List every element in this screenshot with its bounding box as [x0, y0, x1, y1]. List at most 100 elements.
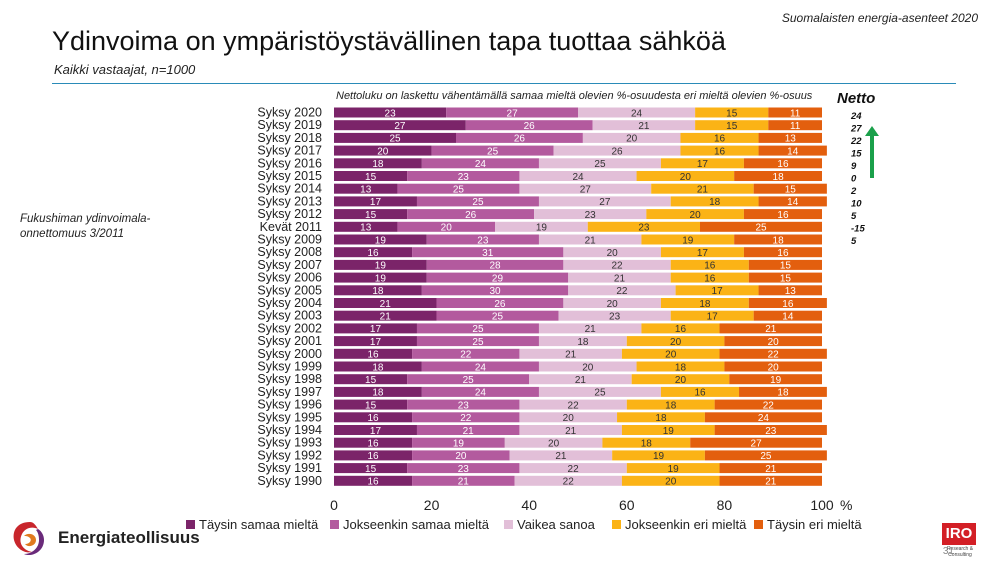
data-label: 18 [777, 388, 789, 399]
data-label: 25 [472, 337, 484, 348]
bar-segment [753, 310, 822, 321]
bar-segment [626, 399, 715, 410]
bar-segment [670, 310, 754, 321]
data-label: 14 [787, 197, 799, 208]
legend-label: Jokseenkin eri mieltä [625, 517, 747, 532]
data-label: 19 [453, 439, 465, 450]
data-label: 29 [492, 273, 504, 284]
bar-segment [695, 120, 769, 131]
bar-segment [529, 374, 632, 385]
bar-segment [334, 259, 427, 270]
category-label: Syksy 2012 [257, 207, 322, 221]
bar-segment [334, 298, 437, 308]
bar-segment [412, 437, 505, 448]
category-label: Syksy 1991 [257, 461, 322, 475]
bar-segment [660, 386, 740, 397]
bar-segment [334, 247, 413, 258]
category-label: Syksy 2013 [257, 194, 322, 208]
data-label: 15 [785, 185, 797, 196]
data-label: 20 [607, 248, 619, 259]
x-unit-label: % [840, 497, 852, 513]
data-label: 19 [668, 464, 680, 475]
data-label: 19 [770, 375, 782, 386]
category-label: Syksy 1998 [257, 372, 322, 386]
bar-segment [519, 463, 627, 474]
data-label: 22 [763, 400, 775, 411]
data-label: 21 [585, 324, 597, 335]
category-label: Syksy 1999 [257, 360, 322, 374]
bar-segment [538, 158, 661, 169]
data-label: 31 [482, 248, 494, 259]
category-label: Syksy 1990 [257, 474, 322, 488]
data-label: 20 [377, 146, 389, 157]
netto-value: 2 [850, 186, 857, 197]
bar-segment [700, 221, 822, 232]
bar-segment [714, 425, 827, 435]
bar-segment [758, 196, 827, 207]
bar-segment [426, 272, 569, 283]
bar-segment [768, 120, 822, 131]
legend-swatch [330, 520, 339, 529]
bar-segment [558, 310, 671, 321]
data-label: 19 [536, 223, 548, 234]
data-label: 21 [585, 235, 597, 246]
bar-segment [748, 259, 822, 270]
data-label: 17 [697, 248, 709, 259]
data-label: 21 [638, 121, 650, 132]
fukushima-annotation: Fukushiman ydinvoimala- onnettomuus 3/20… [20, 212, 150, 242]
page-subtitle: Kaikki vastaajat, n=1000 [54, 62, 196, 77]
iro-logo: IRO [942, 523, 976, 545]
bar-segment [538, 323, 642, 334]
data-label: 21 [463, 426, 475, 437]
data-label: 22 [616, 286, 628, 297]
data-label: 16 [777, 210, 789, 221]
data-label: 20 [626, 134, 638, 145]
x-tick-label: 80 [717, 497, 733, 513]
data-label: 25 [463, 375, 475, 386]
bar-segment [421, 285, 569, 296]
bar-segment [670, 259, 749, 270]
bar-segment [563, 298, 661, 308]
data-label: 22 [568, 400, 580, 411]
bar-segment [670, 196, 759, 207]
bar-segment [334, 145, 432, 156]
bar-segment [592, 120, 696, 131]
bar-segment [734, 234, 822, 245]
bar-segment [641, 323, 720, 334]
data-label: 14 [782, 312, 794, 323]
bar-segment [568, 285, 676, 296]
bar-segment [670, 272, 749, 283]
data-label: 13 [360, 185, 372, 196]
category-label: Syksy 2017 [257, 144, 322, 158]
data-label: 22 [768, 350, 780, 361]
bar-segment [407, 171, 520, 181]
bar-segment [563, 247, 661, 258]
bar-segment [719, 463, 822, 474]
bar-segment [519, 412, 618, 423]
data-label: 30 [489, 286, 501, 297]
data-label: 26 [514, 134, 526, 145]
data-label: 21 [555, 451, 567, 462]
bar-segment [758, 285, 822, 296]
data-label: 20 [665, 350, 677, 361]
netto-value: -15 [851, 224, 865, 235]
bar-segment [456, 132, 583, 143]
bar-segment [519, 425, 622, 435]
data-label: 17 [370, 324, 382, 335]
data-label: 17 [370, 426, 382, 437]
data-label: 13 [360, 223, 372, 234]
bar-segment [748, 298, 827, 308]
data-label: 13 [785, 134, 797, 145]
bar-segment [538, 386, 661, 397]
data-label: 18 [709, 197, 721, 208]
data-label: 16 [367, 439, 379, 450]
category-label: Syksy 2019 [257, 118, 322, 132]
category-label: Syksy 2020 [257, 106, 322, 120]
data-label: 21 [380, 312, 392, 323]
data-label: 25 [487, 146, 499, 157]
bar-segment [334, 221, 398, 232]
bar-segment [680, 132, 759, 143]
data-label: 18 [372, 362, 384, 373]
bar-segment [334, 336, 417, 347]
netto-value: 24 [850, 111, 862, 122]
